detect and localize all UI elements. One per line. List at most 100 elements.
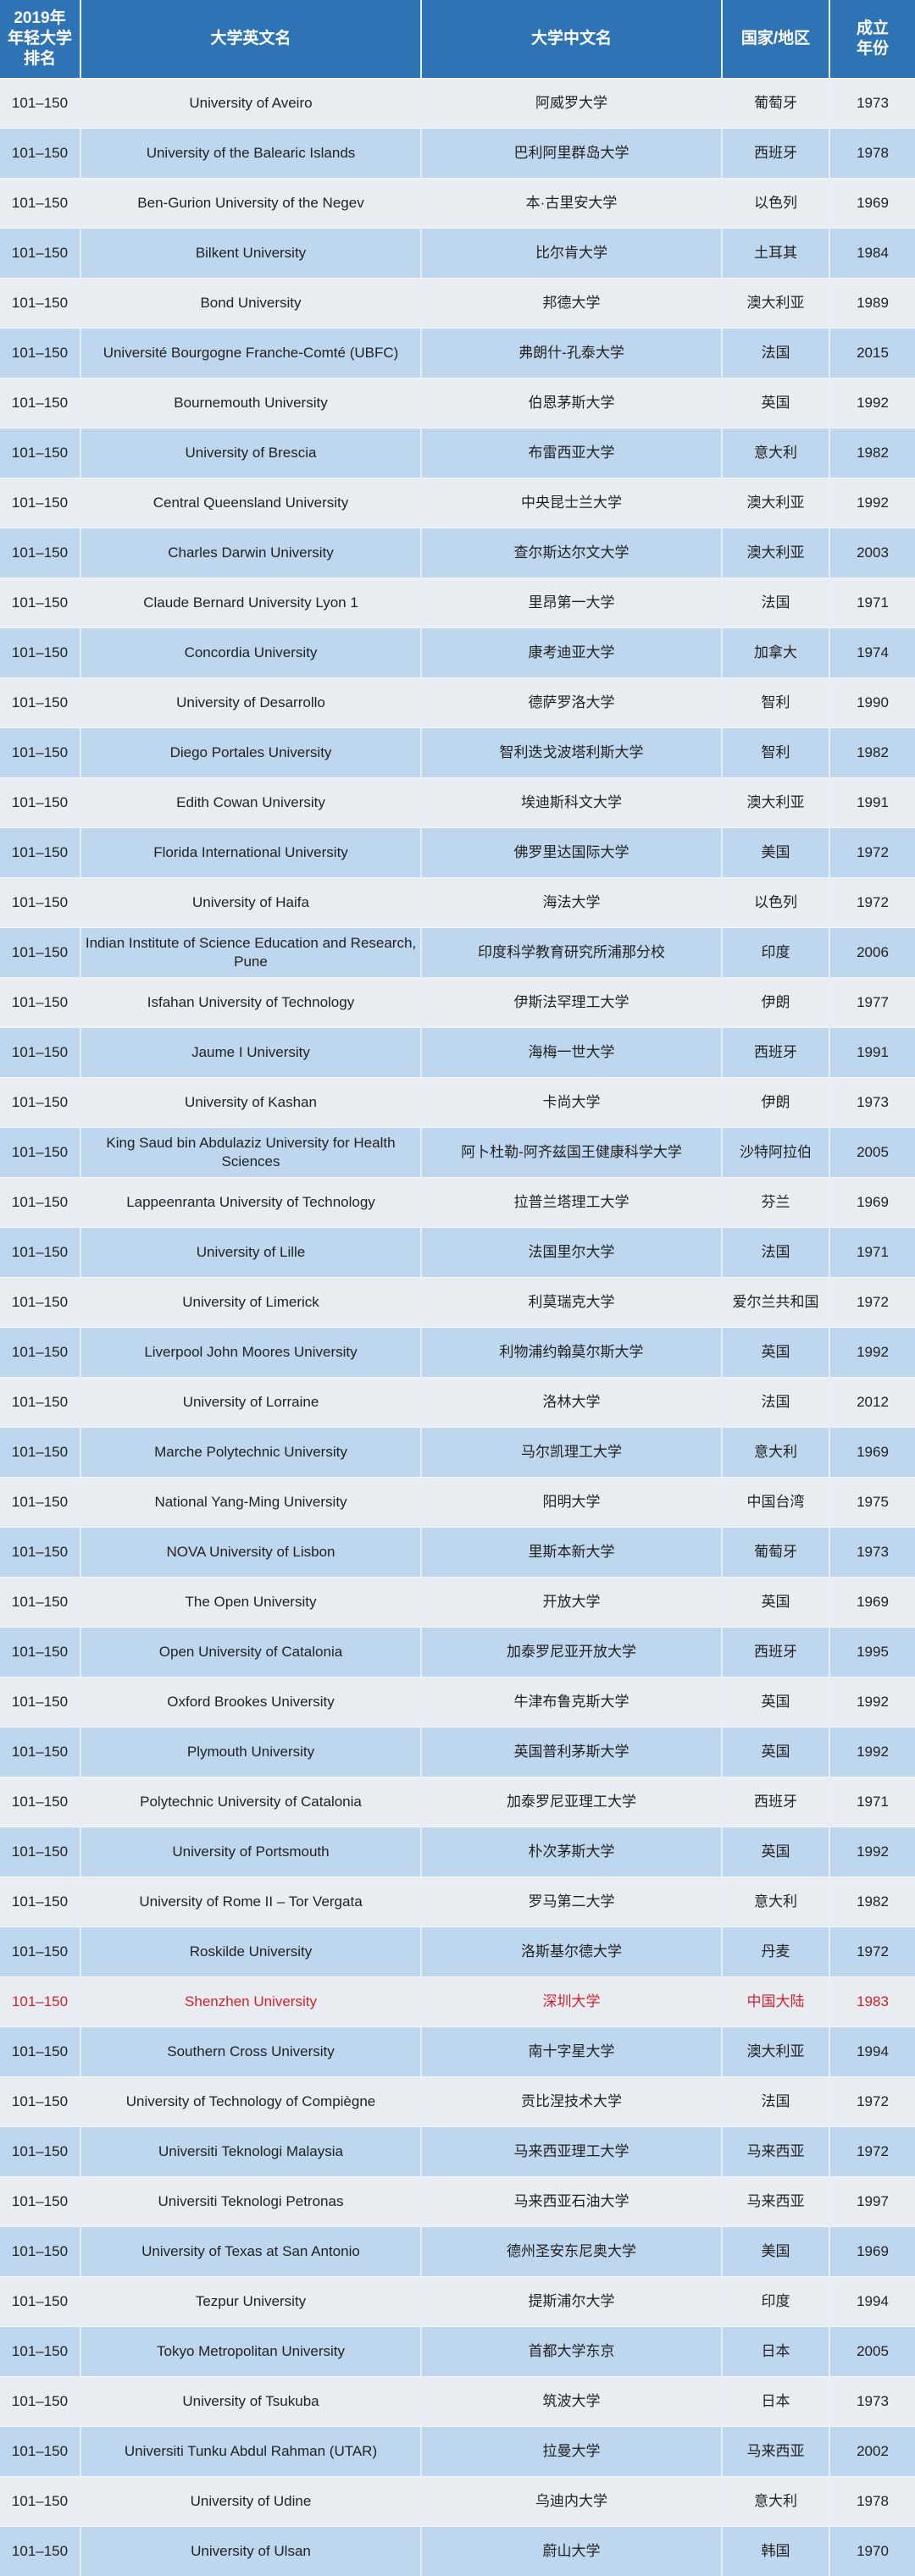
rank-cell: 101–150 xyxy=(0,1727,80,1777)
country-cell: 印度 xyxy=(722,2277,829,2327)
rank-cell: 101–150 xyxy=(0,678,80,728)
chinese-name-cell: 伊斯法罕理工大学 xyxy=(421,978,722,1028)
english-name-cell: Roskilde University xyxy=(80,1927,421,1977)
country-cell: 马来西亚 xyxy=(722,2427,829,2477)
country-cell: 西班牙 xyxy=(722,1028,829,1078)
founded-cell: 1992 xyxy=(829,478,915,528)
english-name-cell: Liverpool John Moores University xyxy=(80,1328,421,1378)
chinese-name-cell: 比尔肯大学 xyxy=(421,229,722,279)
country-cell: 英国 xyxy=(722,379,829,428)
english-name-cell: Tokyo Metropolitan University xyxy=(80,2327,421,2377)
rank-cell: 101–150 xyxy=(0,478,80,528)
chinese-name-cell: 朴次茅斯大学 xyxy=(421,1827,722,1877)
rank-cell: 101–150 xyxy=(0,1927,80,1977)
english-name-cell: Oxford Brookes University xyxy=(80,1678,421,1727)
country-cell: 智利 xyxy=(722,678,829,728)
founded-cell: 1978 xyxy=(829,129,915,179)
english-name-cell: Universiti Tunku Abdul Rahman (UTAR) xyxy=(80,2427,421,2477)
rank-cell: 101–150 xyxy=(0,129,80,179)
founded-cell: 1978 xyxy=(829,2477,915,2527)
country-cell: 葡萄牙 xyxy=(722,1528,829,1578)
chinese-name-cell: 加泰罗尼亚开放大学 xyxy=(421,1628,722,1678)
founded-cell: 1974 xyxy=(829,628,915,678)
founded-cell: 1971 xyxy=(829,1228,915,1278)
country-cell: 美国 xyxy=(722,828,829,878)
chinese-name-cell: 利物浦约翰莫尔斯大学 xyxy=(421,1328,722,1378)
founded-cell: 1989 xyxy=(829,279,915,329)
founded-cell: 1982 xyxy=(829,428,915,478)
founded-cell: 1973 xyxy=(829,1528,915,1578)
rank-cell: 101–150 xyxy=(0,1128,80,1178)
rank-cell: 101–150 xyxy=(0,379,80,428)
chinese-name-cell: 康考迪亚大学 xyxy=(421,628,722,678)
country-cell: 英国 xyxy=(722,1328,829,1378)
rank-cell: 101–150 xyxy=(0,2127,80,2177)
english-name-cell: Lappeenranta University of Technology xyxy=(80,1178,421,1228)
founded-cell: 1990 xyxy=(829,678,915,728)
chinese-name-cell: 巴利阿里群岛大学 xyxy=(421,129,722,179)
country-cell: 法国 xyxy=(722,329,829,379)
founded-cell: 2012 xyxy=(829,1378,915,1428)
english-name-cell: Université Bourgogne Franche-Comté (UBFC… xyxy=(80,329,421,379)
founded-cell: 1971 xyxy=(829,578,915,628)
rank-cell: 101–150 xyxy=(0,279,80,329)
chinese-name-cell: 牛津布鲁克斯大学 xyxy=(421,1678,722,1727)
chinese-name-cell: 本·古里安大学 xyxy=(421,179,722,229)
country-cell: 澳大利亚 xyxy=(722,279,829,329)
rank-cell: 101–150 xyxy=(0,578,80,628)
founded-cell: 1973 xyxy=(829,2377,915,2427)
rank-cell: 101–150 xyxy=(0,229,80,279)
chinese-name-cell: 佛罗里达国际大学 xyxy=(421,828,722,878)
country-cell: 意大利 xyxy=(722,1877,829,1927)
english-name-cell: University of the Balearic Islands xyxy=(80,129,421,179)
rank-cell: 101–150 xyxy=(0,1678,80,1727)
english-name-cell: The Open University xyxy=(80,1578,421,1628)
chinese-name-cell: 拉普兰塔理工大学 xyxy=(421,1178,722,1228)
rank-cell: 101–150 xyxy=(0,628,80,678)
founded-cell: 1984 xyxy=(829,229,915,279)
header-rank: 2019年 年轻大学 排名 xyxy=(0,0,80,79)
chinese-name-cell: 弗朗什-孔泰大学 xyxy=(421,329,722,379)
country-cell: 中国台湾 xyxy=(722,1478,829,1528)
chinese-name-cell: 卡尚大学 xyxy=(421,1078,722,1128)
country-cell: 丹麦 xyxy=(722,1927,829,1977)
founded-cell: 1997 xyxy=(829,2177,915,2227)
chinese-name-cell: 罗马第二大学 xyxy=(421,1877,722,1927)
chinese-name-cell: 英国普利茅斯大学 xyxy=(421,1727,722,1777)
chinese-name-cell: 贡比涅技术大学 xyxy=(421,2077,722,2127)
founded-cell: 1983 xyxy=(829,1977,915,2027)
founded-cell: 2003 xyxy=(829,528,915,578)
country-cell: 法国 xyxy=(722,578,829,628)
country-cell: 智利 xyxy=(722,728,829,778)
chinese-name-cell: 乌迪内大学 xyxy=(421,2477,722,2527)
country-cell: 英国 xyxy=(722,1578,829,1628)
rank-cell: 101–150 xyxy=(0,1827,80,1877)
rank-cell: 101–150 xyxy=(0,1478,80,1528)
country-cell: 美国 xyxy=(722,2227,829,2277)
english-name-cell: University of Ulsan xyxy=(80,2527,421,2576)
country-cell: 以色列 xyxy=(722,179,829,229)
chinese-name-cell: 邦德大学 xyxy=(421,279,722,329)
rank-cell: 101–150 xyxy=(0,1528,80,1578)
